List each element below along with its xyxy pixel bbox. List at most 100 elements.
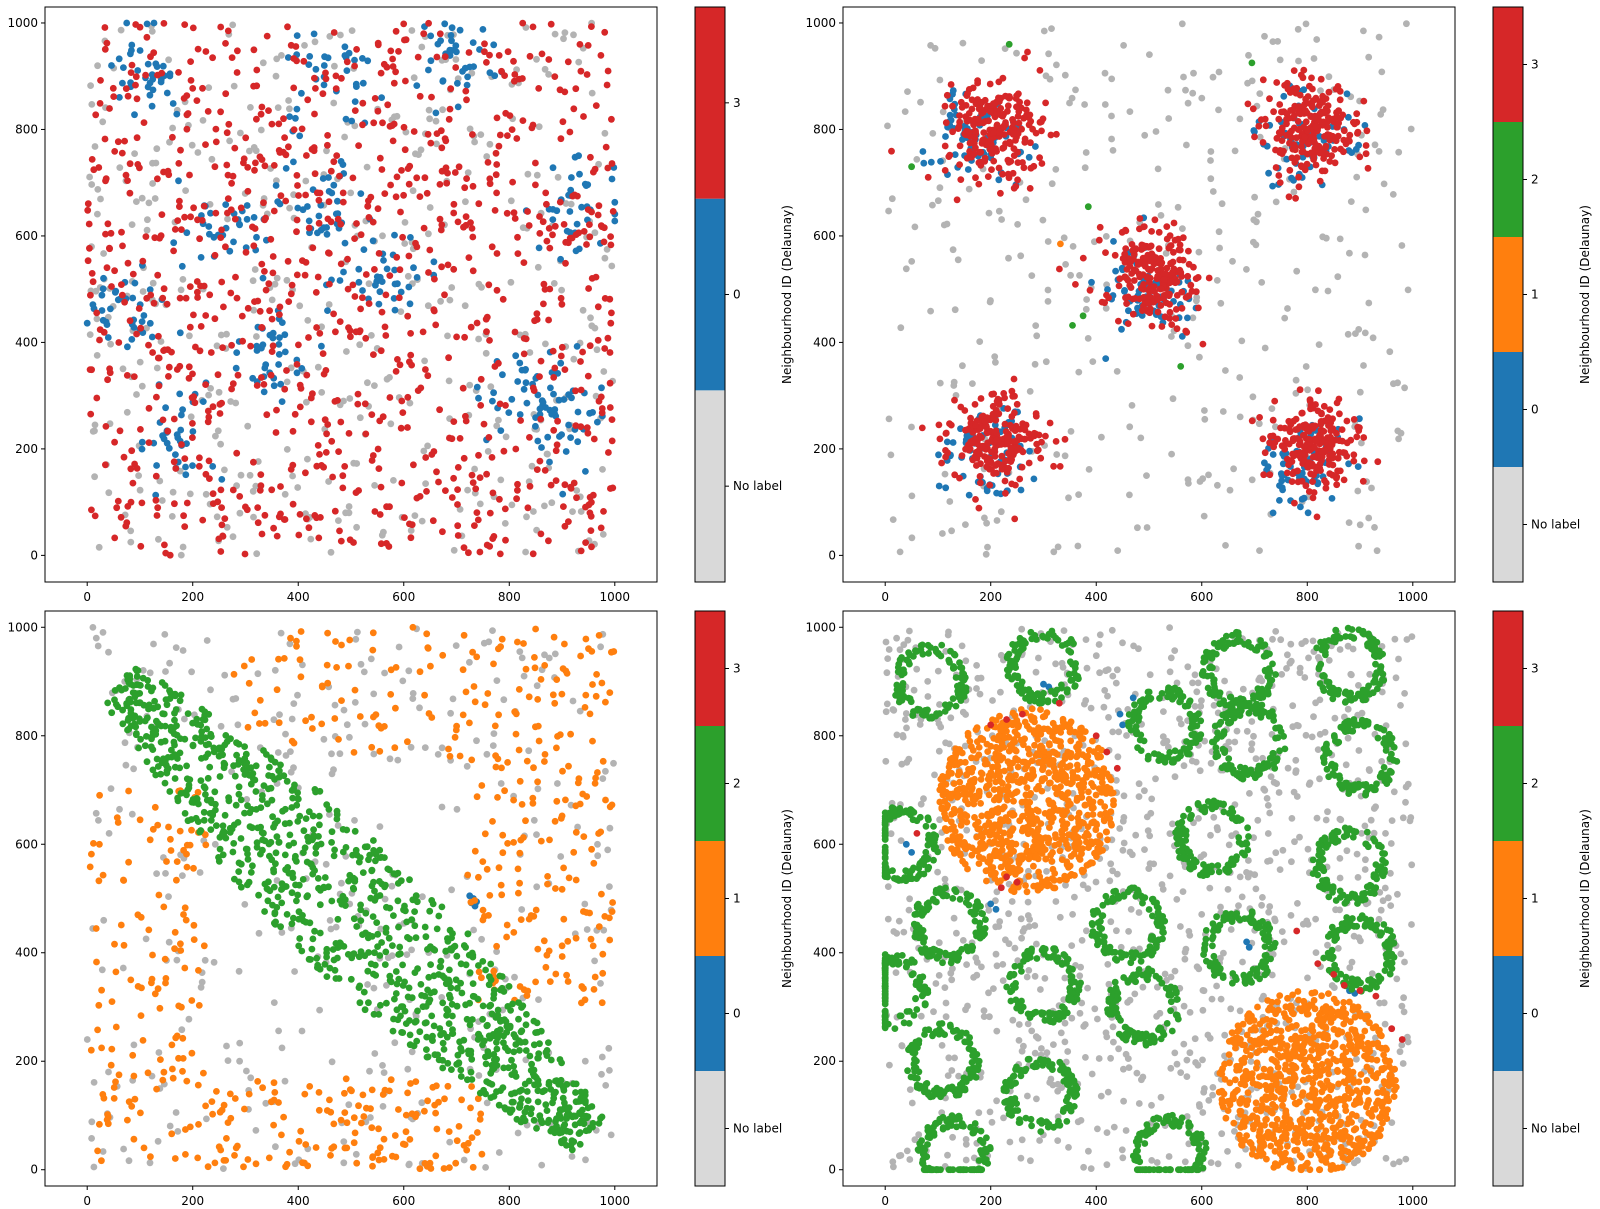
- data-point: [401, 219, 409, 226]
- data-point: [538, 444, 545, 451]
- data-point: [1185, 480, 1192, 487]
- data-point: [253, 550, 261, 558]
- data-point: [570, 479, 578, 487]
- y-tick-label: 600: [15, 229, 38, 243]
- data-point: [547, 20, 555, 28]
- data-point: [568, 174, 575, 181]
- data-point: [456, 752, 464, 760]
- data-point: [95, 543, 103, 551]
- data-point: [1006, 138, 1013, 146]
- data-point: [1193, 297, 1200, 305]
- data-point: [1115, 317, 1122, 325]
- data-point: [1102, 249, 1109, 256]
- data-point: [387, 1076, 395, 1084]
- data-point: [512, 730, 520, 738]
- data-point: [243, 1067, 250, 1075]
- data-point: [374, 39, 382, 47]
- data-point: [84, 200, 92, 208]
- data-point: [1010, 130, 1017, 138]
- data-point: [559, 767, 566, 775]
- data-point: [469, 39, 477, 46]
- data-point: [551, 650, 559, 658]
- data-point: [1369, 334, 1377, 342]
- data-point: [261, 364, 269, 372]
- data-point: [1154, 267, 1162, 274]
- data-point: [920, 159, 928, 167]
- data-point: [522, 379, 530, 387]
- data-point: [375, 250, 383, 257]
- data-point: [108, 1045, 116, 1053]
- data-point: [407, 351, 415, 359]
- data-point: [154, 504, 162, 512]
- data-point: [949, 246, 957, 254]
- data-point: [171, 500, 178, 508]
- data-point: [157, 78, 165, 86]
- data-point: [1185, 247, 1192, 255]
- data-point: [495, 645, 502, 653]
- colorbar-tick-label: 1: [1531, 288, 1539, 302]
- data-point: [296, 511, 304, 518]
- data-point: [117, 921, 125, 929]
- data-point: [1236, 115, 1244, 123]
- data-point: [953, 196, 961, 204]
- data-point: [159, 294, 167, 302]
- data-point: [1044, 238, 1052, 245]
- data-point: [464, 1076, 471, 1084]
- data-point: [514, 250, 522, 257]
- data-point: [167, 835, 174, 843]
- data-point: [1152, 128, 1160, 135]
- data-point: [347, 975, 355, 983]
- data-point: [301, 271, 309, 279]
- data-point: [1171, 279, 1179, 287]
- data-point: [1143, 524, 1151, 531]
- data-point: [1312, 145, 1320, 153]
- data-point: [267, 235, 275, 243]
- data-point: [387, 691, 395, 698]
- data-point: [1312, 161, 1320, 169]
- data-point: [498, 891, 506, 899]
- data-point: [325, 198, 333, 206]
- data-point: [534, 778, 541, 786]
- data-point: [589, 737, 596, 745]
- data-point: [246, 147, 253, 155]
- data-point: [167, 847, 175, 854]
- data-point: [149, 279, 157, 287]
- data-point: [395, 643, 403, 651]
- data-point: [186, 332, 193, 340]
- data-point: [341, 1144, 349, 1152]
- data-point: [544, 873, 551, 880]
- data-point: [319, 175, 327, 182]
- data-point: [250, 242, 258, 250]
- data-point: [469, 1163, 477, 1171]
- data-point: [129, 270, 137, 278]
- data-point: [281, 134, 288, 142]
- data-point: [334, 197, 341, 205]
- data-point: [1020, 424, 1027, 432]
- data-point: [223, 161, 231, 169]
- data-point: [565, 874, 573, 882]
- data-point: [280, 1113, 287, 1121]
- data-point: [324, 679, 332, 687]
- data-point: [911, 223, 919, 231]
- data-point: [535, 123, 543, 131]
- data-point: [271, 280, 279, 288]
- data-point: [133, 95, 141, 103]
- data-point: [474, 1129, 481, 1136]
- data-point: [1294, 467, 1301, 475]
- data-point: [473, 509, 481, 516]
- data-point: [353, 1159, 361, 1167]
- data-point: [964, 90, 971, 97]
- data-point: [570, 31, 577, 39]
- data-point: [1032, 412, 1040, 420]
- data-point: [319, 350, 327, 357]
- data-point: [523, 757, 531, 765]
- data-point: [482, 349, 490, 357]
- data-point: [513, 495, 520, 503]
- data-point: [460, 544, 468, 551]
- data-point: [254, 504, 262, 511]
- data-point: [308, 145, 316, 153]
- data-point: [359, 121, 366, 129]
- data-point: [1397, 429, 1405, 437]
- data-point: [332, 638, 339, 645]
- data-point: [373, 273, 381, 281]
